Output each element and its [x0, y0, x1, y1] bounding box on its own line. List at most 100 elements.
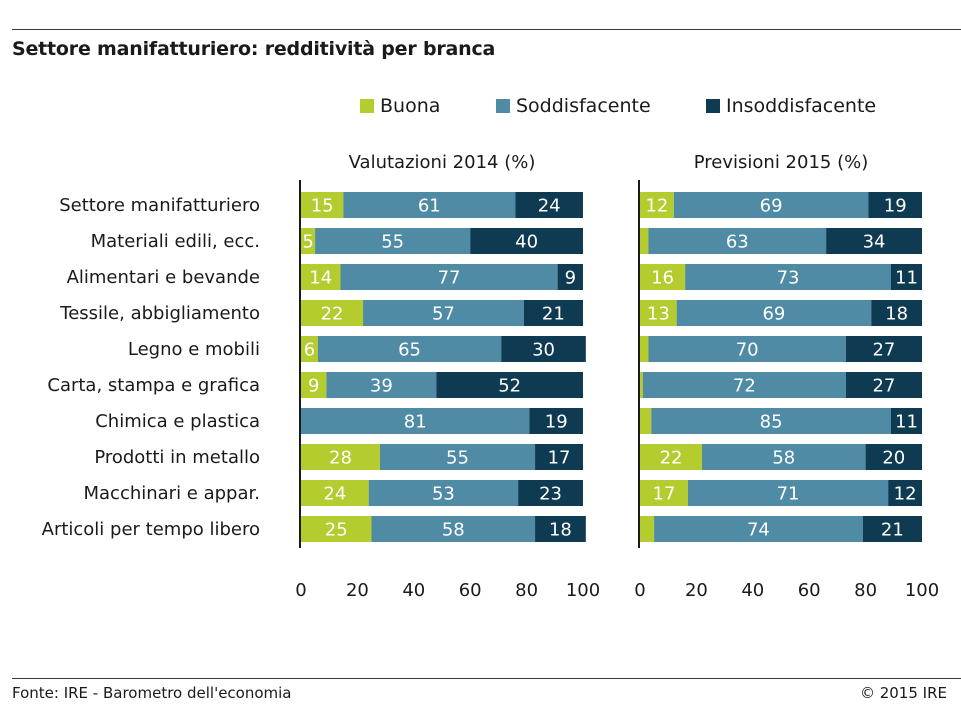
category-label-0: Settore manifatturiero: [59, 195, 260, 216]
data-label-0-2-0: 14: [309, 268, 332, 289]
bar-0-0-0: [301, 192, 344, 218]
bar-1-5-2: [845, 372, 922, 398]
data-label-1-9-1: 74: [747, 520, 770, 541]
data-label-1-4-2: 27: [872, 340, 895, 361]
data-label-0-5-0: 9: [308, 376, 319, 397]
bar-1-4-2: [845, 336, 922, 362]
bar-0-4-0: [301, 336, 318, 362]
panel-title-1: Previsioni 2015 (%): [694, 152, 868, 173]
data-label-1-7-2: 20: [882, 448, 905, 469]
data-label-0-5-2: 52: [498, 376, 521, 397]
category-label-6: Chimica e plastica: [95, 411, 260, 432]
tick-label-0-2: 40: [402, 580, 425, 601]
bar-1-0-2: [868, 192, 922, 218]
data-label-0-5-1: 39: [370, 376, 393, 397]
data-label-1-8-2: 12: [894, 484, 917, 505]
category-label-5: Carta, stampa e grafica: [47, 375, 260, 396]
tick-label-1-3: 60: [798, 580, 821, 601]
chart-title: Settore manifatturiero: redditività per …: [12, 38, 496, 60]
bar-1-5-0: [640, 372, 643, 398]
data-label-0-9-0: 25: [325, 520, 348, 541]
bar-1-7-1: [702, 444, 866, 470]
data-label-0-6-2: 19: [545, 412, 568, 433]
top-rule: [12, 29, 961, 30]
bar-0-8-1: [368, 480, 519, 506]
data-label-1-3-1: 69: [762, 304, 785, 325]
bar-0-6-1: [301, 408, 530, 434]
tick-label-1-1: 20: [685, 580, 708, 601]
legend-item-soddisfacente: Soddisfacente: [496, 95, 651, 117]
data-label-0-8-1: 53: [432, 484, 455, 505]
bar-1-0-0: [640, 192, 674, 218]
category-label-7: Prodotti in metallo: [94, 447, 260, 468]
bar-1-3-0: [640, 300, 677, 326]
bar-1-1-0: [640, 228, 649, 254]
legend-label-buona: Buona: [380, 95, 441, 117]
panel-title-0: Valutazioni 2014 (%): [349, 152, 536, 173]
tick-label-0-1: 20: [346, 580, 369, 601]
bar-0-0-1: [343, 192, 516, 218]
bar-0-1-2: [470, 228, 583, 254]
legend-item-buona: Buona: [360, 95, 440, 117]
bar-1-4-1: [648, 336, 846, 362]
data-label-0-4-1: 65: [398, 340, 421, 361]
data-label-1-0-0: 12: [645, 196, 668, 217]
bar-0-5-1: [326, 372, 437, 398]
data-label-0-0-1: 61: [418, 196, 441, 217]
data-label-1-5-2: 27: [872, 376, 895, 397]
legend-swatch-insoddisfacente: [706, 99, 720, 113]
copyright-note: © 2015 IRE: [859, 684, 947, 702]
tick-label-0-4: 80: [515, 580, 538, 601]
data-label-1-0-2: 19: [884, 196, 907, 217]
data-label-0-4-0: 6: [304, 340, 315, 361]
bar-0-5-0: [301, 372, 327, 398]
bar-0-6-2: [529, 408, 583, 434]
data-label-0-7-2: 17: [548, 448, 571, 469]
data-label-1-9-2: 21: [881, 520, 904, 541]
data-label-1-6-2: 11: [895, 412, 918, 433]
legend-label-soddisfacente: Soddisfacente: [516, 95, 651, 117]
bar-1-5-1: [642, 372, 846, 398]
category-label-1: Materiali edili, ecc.: [91, 231, 260, 252]
category-label-3: Tessile, abbigliamento: [59, 303, 260, 324]
bar-1-7-0: [640, 444, 703, 470]
data-label-0-8-0: 24: [323, 484, 346, 505]
data-label-0-7-0: 28: [329, 448, 352, 469]
bar-0-1-1: [315, 228, 471, 254]
bar-0-8-0: [301, 480, 369, 506]
data-label-0-0-0: 15: [311, 196, 334, 217]
bar-0-4-1: [317, 336, 502, 362]
data-label-1-2-1: 73: [777, 268, 800, 289]
bar-1-1-2: [826, 228, 922, 254]
bar-0-2-2: [557, 264, 583, 290]
tick-label-1-4: 80: [854, 580, 877, 601]
data-label-0-9-1: 58: [442, 520, 465, 541]
tick-label-0-5: 100: [566, 580, 600, 601]
bar-1-3-1: [676, 300, 872, 326]
bar-0-5-2: [436, 372, 583, 398]
bar-1-9-1: [654, 516, 863, 542]
data-label-1-8-1: 71: [777, 484, 800, 505]
bar-0-2-0: [301, 264, 341, 290]
bar-1-2-1: [685, 264, 891, 290]
bar-0-0-2: [515, 192, 583, 218]
bar-0-3-0: [301, 300, 364, 326]
data-label-0-3-1: 57: [432, 304, 455, 325]
bar-1-1-1: [648, 228, 827, 254]
data-label-0-3-0: 22: [321, 304, 344, 325]
bar-1-6-0: [640, 408, 652, 434]
category-label-9: Articoli per tempo libero: [42, 519, 260, 540]
data-label-1-3-2: 18: [885, 304, 908, 325]
bar-1-8-2: [888, 480, 922, 506]
bar-0-3-2: [523, 300, 583, 326]
bar-1-6-1: [651, 408, 891, 434]
legend-swatch-soddisfacente: [496, 99, 510, 113]
data-label-1-5-1: 72: [733, 376, 756, 397]
data-label-1-1-2: 34: [863, 232, 886, 253]
bar-1-0-1: [673, 192, 869, 218]
bar-0-9-2: [535, 516, 586, 542]
data-label-0-7-1: 55: [446, 448, 469, 469]
tick-label-0-0: 0: [295, 580, 306, 601]
bar-1-2-2: [890, 264, 922, 290]
bar-0-7-2: [535, 444, 583, 470]
